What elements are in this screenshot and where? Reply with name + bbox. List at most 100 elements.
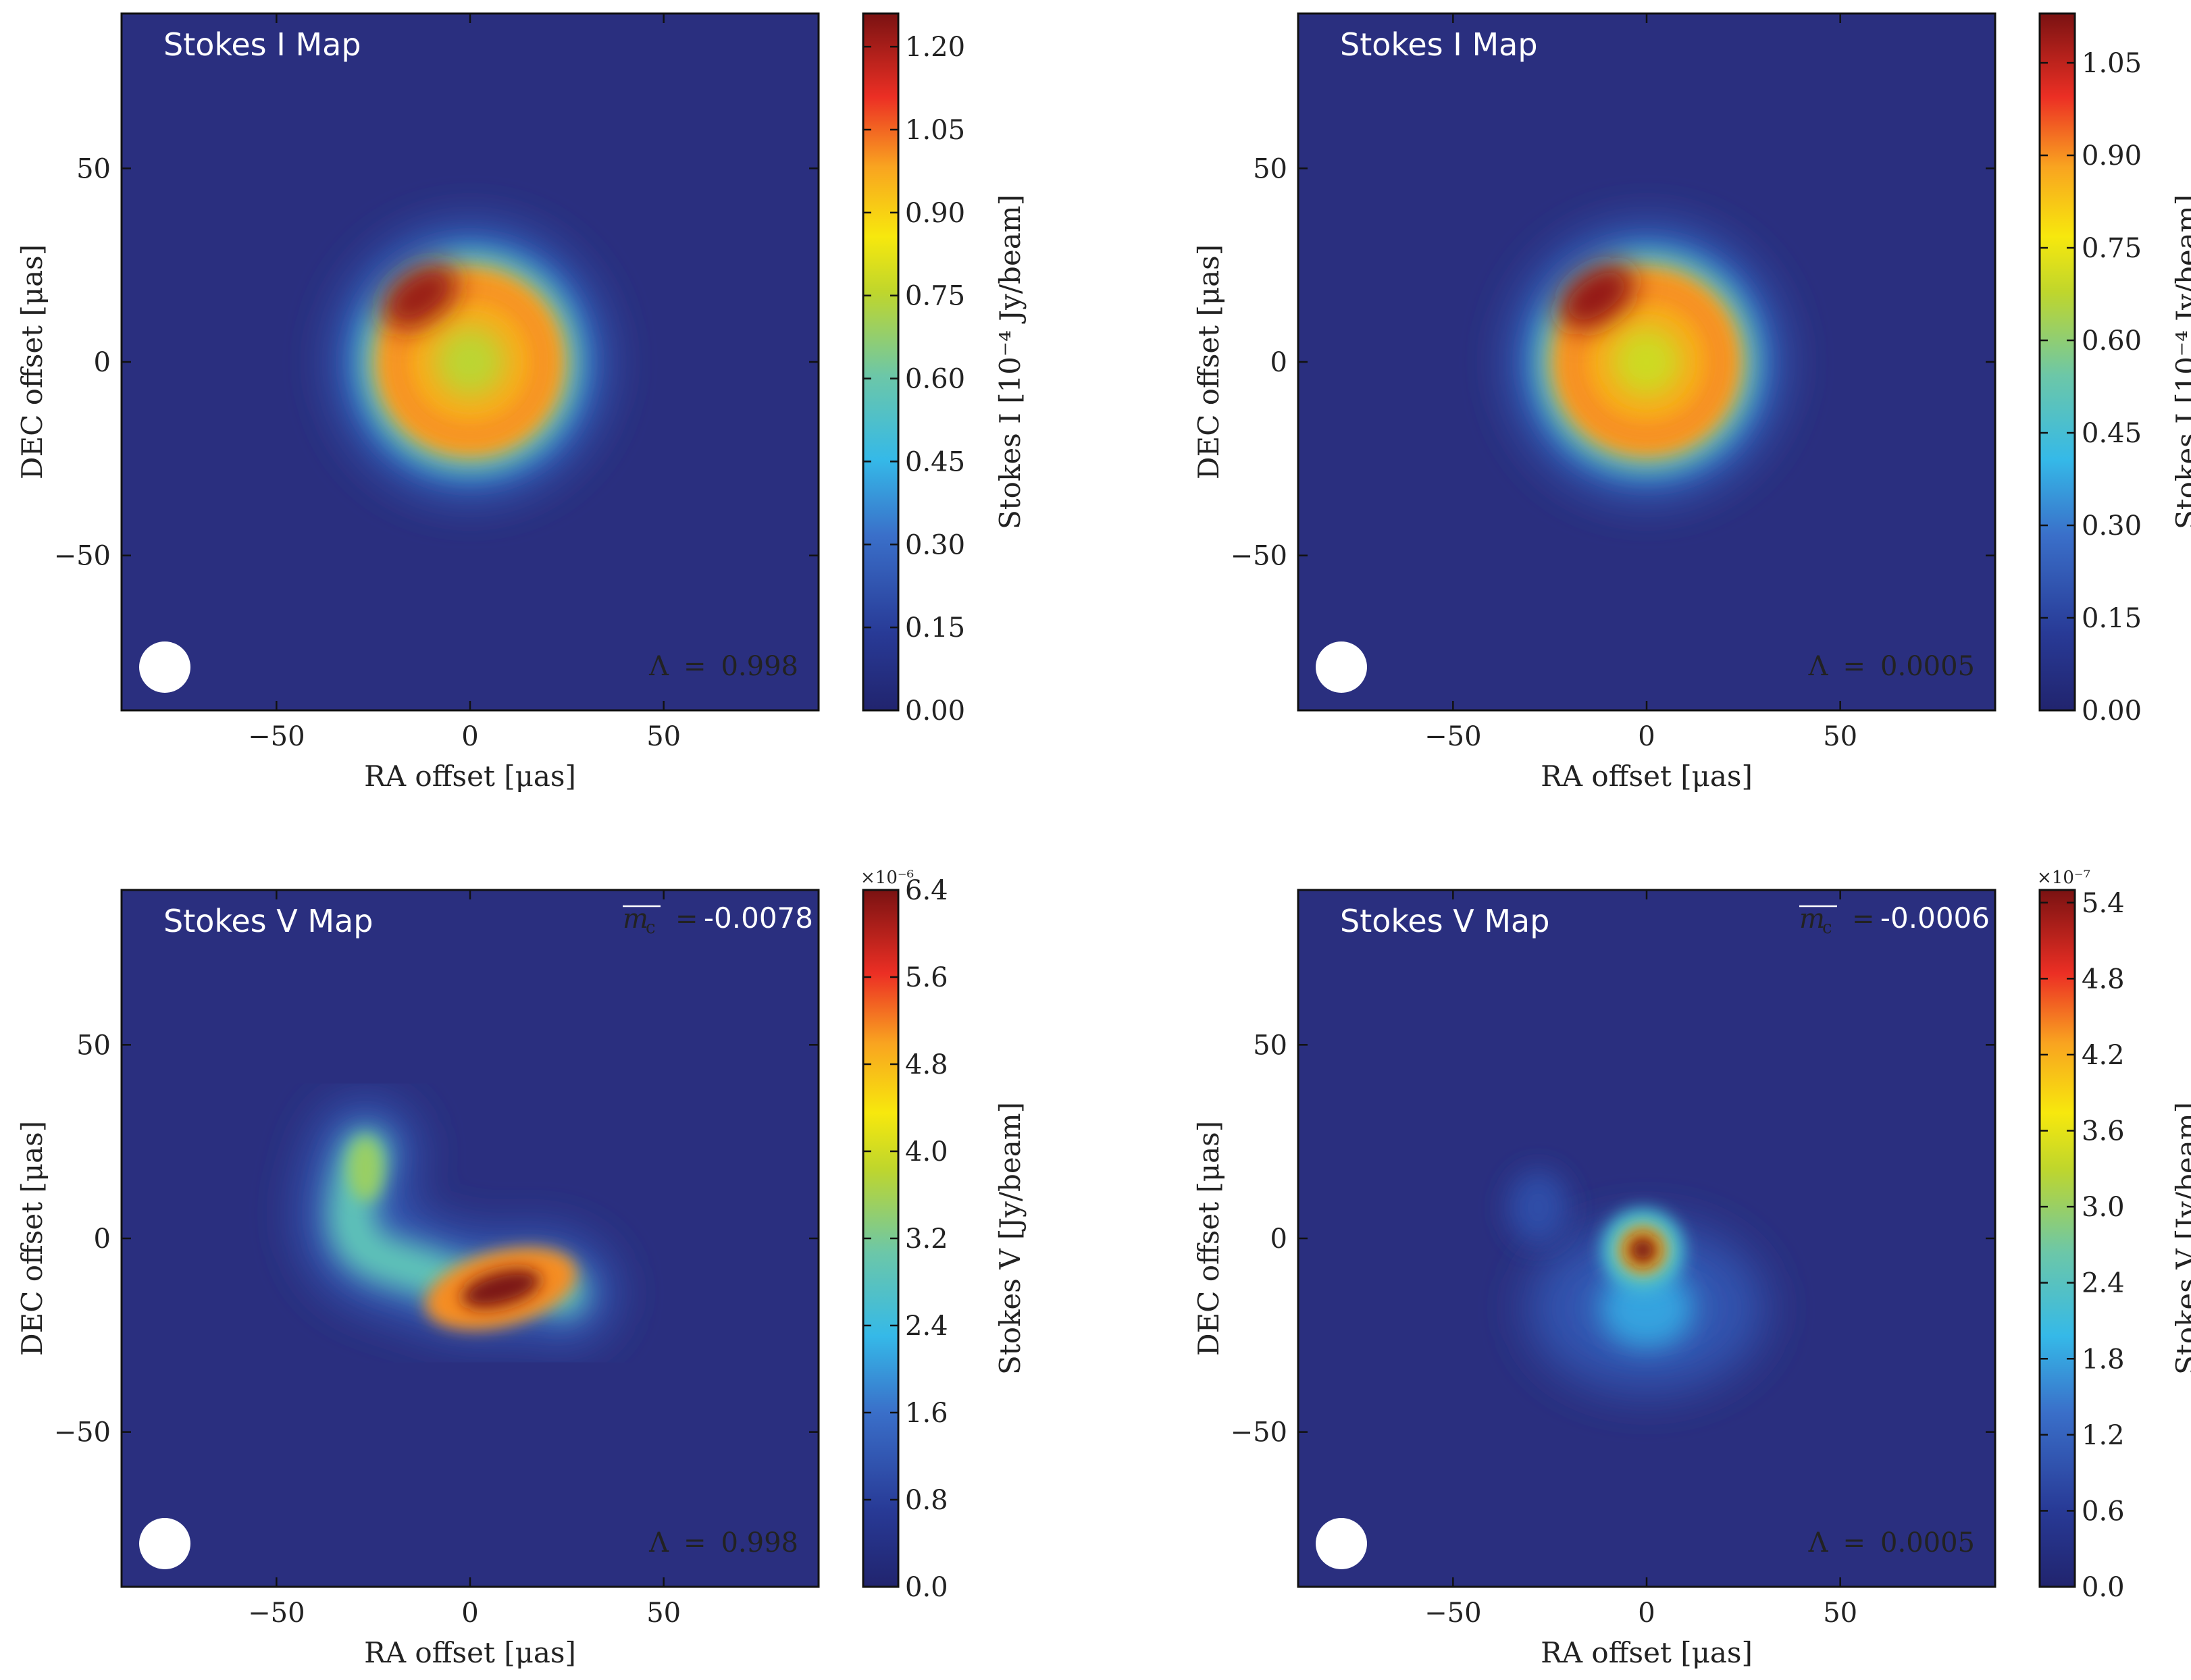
colorbar-tick-label: 1.05 (2082, 48, 2142, 79)
image-map (1511, 226, 1782, 498)
colorbar-tick-label: 0.90 (905, 198, 965, 229)
x-axis-label: RA offset [μas] (1541, 760, 1753, 793)
colorbar (862, 12, 900, 712)
compact-peak (1628, 1235, 1658, 1265)
colorbar-tick-label: 0.75 (905, 281, 965, 312)
colorbar-tick-label: 1.2 (2082, 1420, 2125, 1451)
colorbar-tick-label: 5.6 (905, 962, 948, 993)
y-axis-label: DEC offset [μas] (1192, 244, 1225, 479)
y-tick-label: −50 (54, 541, 111, 572)
x-axis-label: RA offset [μas] (364, 760, 576, 793)
beam-marker (139, 641, 190, 693)
panel-title: Stokes V Map (163, 903, 373, 939)
x-tick-label: −50 (1424, 1598, 1481, 1629)
colorbar-label: Stokes I [10⁻⁴ Jy/beam] (994, 194, 1027, 529)
y-tick-label: 0 (94, 347, 111, 378)
beam-marker (1316, 1518, 1367, 1569)
colorbar-tick-label: 0.0 (905, 1572, 948, 1603)
mc-subscript: c (1822, 918, 1832, 938)
mc-eq: = (675, 903, 698, 935)
colorbar-tick-label: 4.2 (2082, 1040, 2125, 1071)
colorbar-tick-label: 0.75 (2082, 233, 2142, 264)
lambda-symbol: Λ (1808, 1527, 1829, 1558)
colorbar-label: Stokes V [Jy/beam] (994, 1102, 1027, 1375)
y-tick-label: 0 (1270, 347, 1287, 378)
x-tick-label: −50 (248, 721, 305, 752)
ring-center (1612, 327, 1682, 397)
mc-subscript: c (646, 918, 656, 938)
colorbar-tick-label: 1.6 (905, 1398, 948, 1429)
ring-center (435, 327, 505, 397)
lambda-annotation: Λ = 0.0005 (1808, 1527, 1975, 1558)
lambda-value: 0.998 (721, 1527, 798, 1558)
x-tick-label: 0 (1638, 721, 1655, 752)
colorbar-tick-label: 0.30 (905, 529, 965, 560)
colorbar-tick-label: 0.60 (2082, 325, 2142, 357)
colorbar-tick-label: 0.00 (2082, 695, 2142, 727)
lambda-annotation: Λ = 0.0005 (1808, 651, 1975, 682)
colorbar-tick-label: 3.2 (905, 1224, 948, 1255)
colorbar-tick-label: 2.4 (905, 1311, 948, 1342)
colorbar-tick-label: 4.0 (905, 1136, 948, 1167)
x-tick-label: 50 (1823, 1598, 1857, 1629)
colorbar-exponent: ×10⁻⁷ (2037, 868, 2090, 888)
colorbar-tick-label: 0.15 (2082, 603, 2142, 634)
x-tick-label: 50 (646, 721, 681, 752)
beam-marker (1316, 641, 1367, 693)
colorbar-tick-label: 0.00 (905, 695, 965, 727)
x-tick-label: −50 (248, 1598, 305, 1629)
colorbar-tick-label: 0.8 (905, 1485, 948, 1516)
lambda-symbol: Λ (648, 1527, 669, 1558)
ring-emission (383, 275, 557, 449)
colorbar-exponent: ×10⁻⁶ (860, 868, 914, 888)
colorbar-tick-label: 6.4 (905, 875, 948, 906)
y-tick-label: 50 (76, 153, 111, 184)
colorbar-tick-label: 1.05 (905, 115, 965, 146)
lambda-eq: = (1843, 651, 1866, 682)
panel-3: −50 0 50 −50 0 50 RA offset [μas] DEC offset [μ… (16, 868, 1027, 1669)
ring-hotspot (381, 263, 459, 330)
x-tick-label: 0 (1638, 1598, 1655, 1629)
x-tick-label: 50 (646, 1598, 681, 1629)
colorbar-tick-label: 0.6 (2082, 1496, 2125, 1527)
colorbar-tick-label: 3.6 (2082, 1116, 2125, 1147)
beam-marker (139, 1518, 190, 1569)
panel-title: Stokes V Map (1340, 903, 1549, 939)
colorbar-tick-label: 0.60 (905, 364, 965, 395)
colorbar-tick-label: 1.20 (905, 32, 965, 63)
colorbar-tick-label: 5.4 (2082, 888, 2125, 919)
y-tick-label: 50 (76, 1030, 111, 1061)
colorbar-tick-label: 0.90 (2082, 140, 2142, 172)
colorbar (2038, 889, 2076, 1588)
image-map (334, 226, 606, 498)
arc-peak (461, 1269, 541, 1309)
colorbar-tick-label: 0.45 (2082, 418, 2142, 449)
x-axis-label: RA offset [μas] (364, 1636, 576, 1669)
colorbar-label: Stokes I [10⁻⁴ Jy/beam] (2170, 194, 2191, 529)
arc-tip (348, 1136, 384, 1201)
panel-title: Stokes I Map (1340, 26, 1538, 63)
panel-2: −50 0 50 −50 0 50 RA offset [μas] DEC offset [μ… (1192, 12, 2191, 793)
panel-4: −50 0 50 −50 0 50 RA offset [μas] DEC offset [μ… (1192, 868, 2191, 1669)
lambda-symbol: Λ (648, 651, 669, 682)
lambda-eq: = (684, 651, 706, 682)
lambda-value: 0.0005 (1880, 1527, 1975, 1558)
lambda-annotation: Λ = 0.998 (648, 651, 798, 682)
y-tick-label: 0 (1270, 1224, 1287, 1255)
ring-hotspot (1557, 263, 1635, 330)
y-tick-label: −50 (54, 1417, 111, 1448)
y-axis-label: DEC offset [μas] (16, 1121, 49, 1356)
y-tick-label: −50 (1231, 541, 1287, 572)
colorbar-tick-label: 1.8 (2082, 1344, 2125, 1375)
image-map (301, 1102, 614, 1344)
colorbar-tick-label: 2.4 (2082, 1268, 2125, 1299)
y-axis-label: DEC offset [μas] (16, 244, 49, 479)
mc-value: -0.0006 (1880, 901, 1990, 935)
mc-symbol: m (1799, 903, 1825, 935)
colorbar-tick-label: 0.30 (2082, 510, 2142, 542)
panel-title: Stokes I Map (163, 26, 361, 63)
mc-eq: = (1852, 903, 1875, 935)
colorbar-tick-label: 3.0 (2082, 1192, 2125, 1223)
mc-value: -0.0078 (704, 901, 813, 935)
